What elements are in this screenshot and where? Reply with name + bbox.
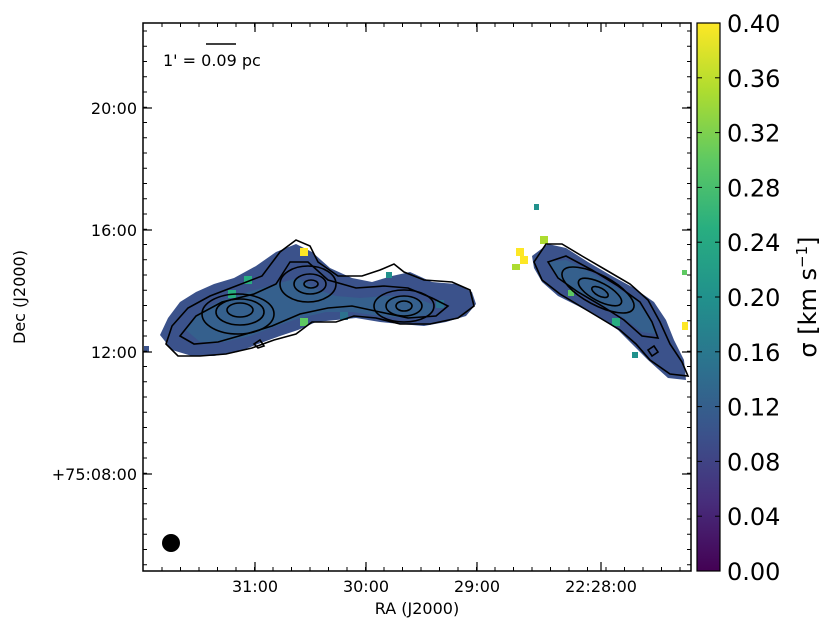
contour-core-b-1 xyxy=(279,265,337,303)
contour-small-right xyxy=(646,344,660,358)
colorbar-ticks: 0.00 0.04 0.08 0.12 0.16 0.20 0.24 0.28 0.32 0.36… xyxy=(697,10,780,586)
contour-core-d-1 xyxy=(561,266,635,314)
x-tick-label: 30:00 xyxy=(343,577,389,596)
y-tick-label: 20:00 xyxy=(91,99,137,118)
colorbar-tick-label: 0.40 xyxy=(727,10,780,38)
contour-outer-right xyxy=(533,243,690,377)
y-tick-label: 12:00 xyxy=(91,343,137,362)
plot-frame xyxy=(142,22,692,572)
x-tick-label: 29:00 xyxy=(454,577,500,596)
contour-core-a-2 xyxy=(215,298,265,326)
contour-core-c-3 xyxy=(395,300,413,312)
contour-core-d-2 xyxy=(577,277,623,307)
contour-core-b-3 xyxy=(303,279,319,289)
contour-core-a-1 xyxy=(201,293,275,335)
y-axis-title: Dec (J2000) xyxy=(10,250,29,344)
contour-small-left xyxy=(252,338,266,349)
y-tick-label: 16:00 xyxy=(91,221,137,240)
contour-core-c-2 xyxy=(385,295,423,317)
x-tick-label: 22:28:00 xyxy=(565,577,637,596)
y-axis-ticks: 20:00 16:00 12:00 +75:08:00 xyxy=(52,30,691,566)
colorbar xyxy=(697,23,720,571)
colorbar-tick-label: 0.32 xyxy=(727,120,780,148)
velocity-dispersion-map xyxy=(144,204,690,380)
scale-bar-label: 1' = 0.09 pc xyxy=(163,51,261,70)
colorbar-tick-label: 0.28 xyxy=(727,174,780,202)
colorbar-tick-label: 0.00 xyxy=(727,558,780,586)
beam-marker xyxy=(162,534,180,552)
contour-left-2 xyxy=(178,261,450,345)
contour-core-d-3 xyxy=(591,285,609,299)
colorbar-tick-label: 0.16 xyxy=(727,339,780,367)
x-tick-label: 31:00 xyxy=(232,577,278,596)
integrated-intensity-contours xyxy=(165,239,690,377)
contour-core-a-3 xyxy=(226,302,254,318)
contour-outer-left xyxy=(165,239,475,357)
colorbar-tick-label: 0.04 xyxy=(727,503,780,531)
colorbar-tick-label: 0.24 xyxy=(727,229,780,257)
contour-core-b-2 xyxy=(293,273,327,295)
contour-core-c-1 xyxy=(373,289,435,323)
x-axis-title: RA (J2000) xyxy=(375,599,459,618)
y-tick-label: +75:08:00 xyxy=(52,465,137,484)
colorbar-tick-label: 0.08 xyxy=(727,448,780,476)
colorbar-title: σ [km s−1] xyxy=(793,236,822,357)
colorbar-tick-label: 0.20 xyxy=(727,284,780,312)
contour-right-2 xyxy=(546,255,660,339)
x-axis-ticks: 31:00 30:00 29:00 22:28:00 xyxy=(161,23,681,596)
colorbar-tick-label: 0.12 xyxy=(727,394,780,422)
colorbar-tick-label: 0.36 xyxy=(727,65,780,93)
